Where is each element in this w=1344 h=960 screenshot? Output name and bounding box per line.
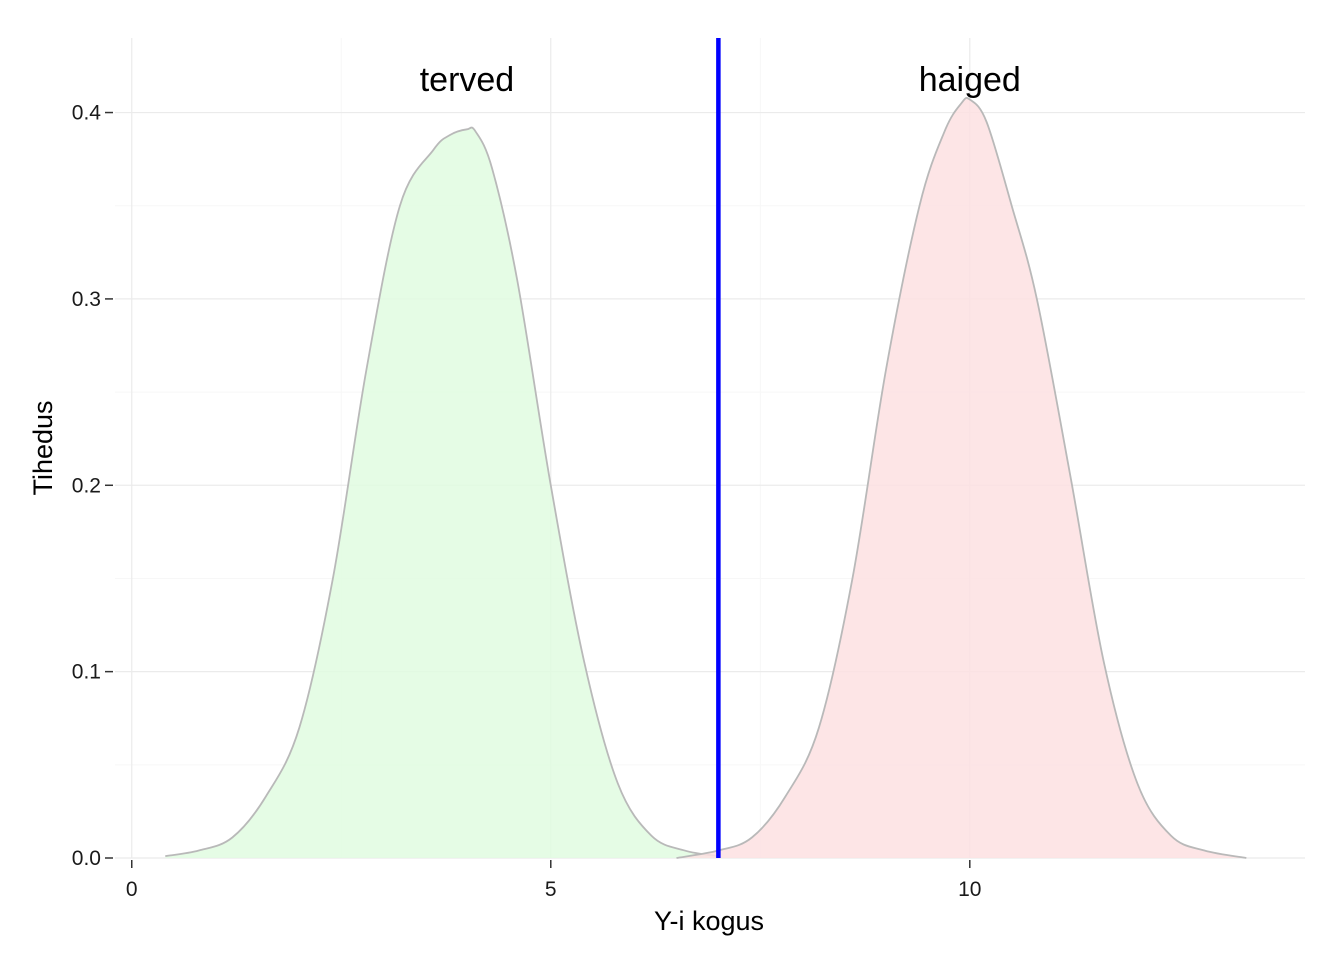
density-curve-haiged: [676, 97, 1247, 859]
y-tick-label: 0.4: [72, 102, 102, 125]
x-axis-title: Y-i kogus: [654, 906, 764, 936]
x-tick-label: 5: [545, 878, 557, 901]
density-curve-terved: [165, 126, 719, 858]
x-tick-label: 0: [126, 878, 138, 901]
density-areas: [165, 97, 1247, 859]
group-labels: terved haiged: [420, 61, 1021, 99]
group-label-haiged: haiged: [919, 61, 1021, 99]
y-tick-label: 0.3: [72, 288, 101, 311]
grid: [115, 38, 1305, 859]
density-area-terved: [165, 127, 719, 858]
y-tick-label: 0.2: [72, 474, 101, 497]
density-area-haiged: [676, 97, 1247, 859]
y-tick-label: 0.1: [72, 661, 101, 684]
y-tick-label: 0.0: [72, 847, 101, 870]
x-tick-label: 10: [958, 878, 981, 901]
y-axis-title: Tihedus: [28, 400, 58, 495]
group-label-terved: terved: [420, 61, 515, 99]
axes: 0.0 0.1 0.2 0.3 0.4 0 5 10: [72, 102, 982, 901]
